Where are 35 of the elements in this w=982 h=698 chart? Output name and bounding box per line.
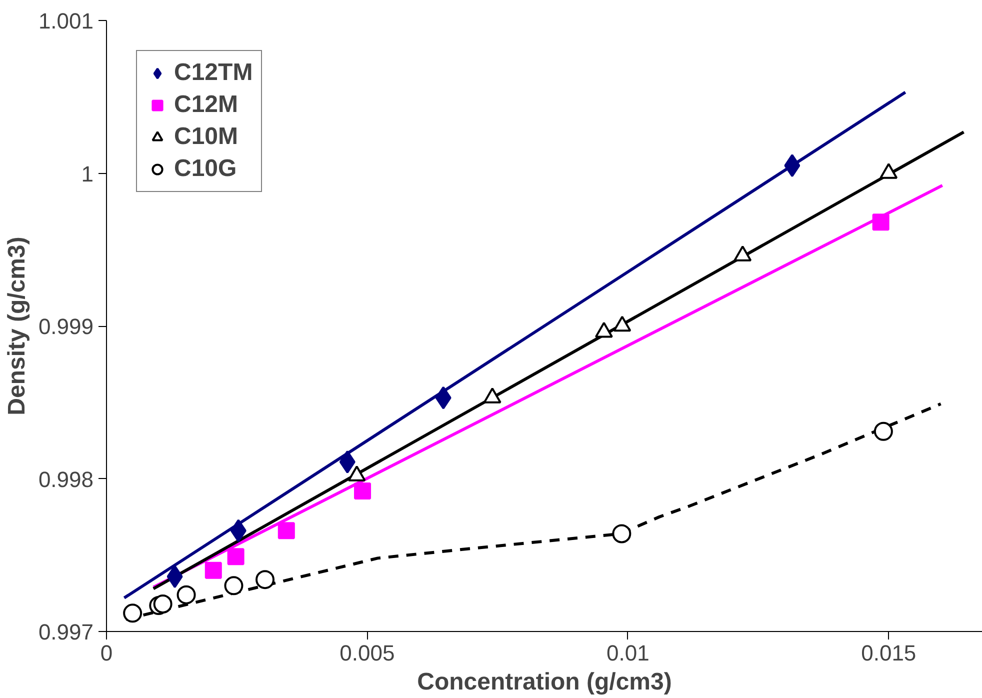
point <box>594 322 613 338</box>
x-axis-title: Concentration (g/cm3) <box>417 668 672 696</box>
legend-label: C12M <box>174 91 238 119</box>
y-tick-label: 0.998 <box>38 466 94 492</box>
point <box>123 604 142 623</box>
legend-label: C10G <box>174 155 237 183</box>
point <box>166 565 183 588</box>
x-tick-label: 0.015 <box>861 640 916 666</box>
legend-label: C10M <box>174 123 238 151</box>
y-axis-title: Density (g/cm3) <box>3 236 30 416</box>
point <box>734 245 752 262</box>
point <box>339 450 356 474</box>
point <box>354 482 372 500</box>
point <box>278 522 295 540</box>
point <box>153 594 172 614</box>
y-tick-label: 1.001 <box>38 8 94 34</box>
y-tick-label: 0.999 <box>38 314 94 339</box>
point <box>612 524 632 544</box>
point <box>256 570 275 590</box>
y-tick-label: 1 <box>81 161 94 186</box>
point <box>613 316 632 332</box>
x-tick-label: 0.01 <box>606 640 650 666</box>
point <box>204 562 222 579</box>
legend-label: C12TM <box>174 59 253 87</box>
point <box>880 163 898 179</box>
point <box>230 519 246 542</box>
y-tick-label: 0.997 <box>38 620 94 644</box>
point <box>176 585 196 604</box>
point <box>227 548 244 566</box>
point <box>874 422 893 441</box>
x-tick-label: 0 <box>100 640 113 666</box>
point <box>224 576 244 596</box>
point <box>435 386 452 410</box>
point <box>483 388 502 404</box>
x-tick-label: 0.005 <box>340 640 395 666</box>
